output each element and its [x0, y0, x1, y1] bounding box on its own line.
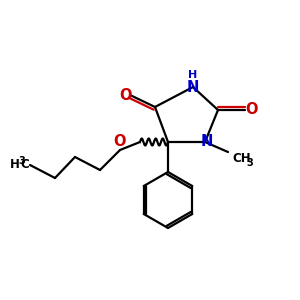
Text: 3: 3	[18, 156, 25, 166]
Text: O: O	[114, 134, 126, 149]
Text: N: N	[187, 80, 199, 94]
Text: H: H	[188, 70, 198, 80]
Text: O: O	[120, 88, 132, 103]
Text: N: N	[201, 134, 213, 149]
Text: CH: CH	[232, 152, 250, 166]
Text: C: C	[20, 158, 29, 172]
Text: 3: 3	[246, 158, 253, 168]
Text: O: O	[245, 103, 257, 118]
Text: H: H	[10, 158, 20, 172]
